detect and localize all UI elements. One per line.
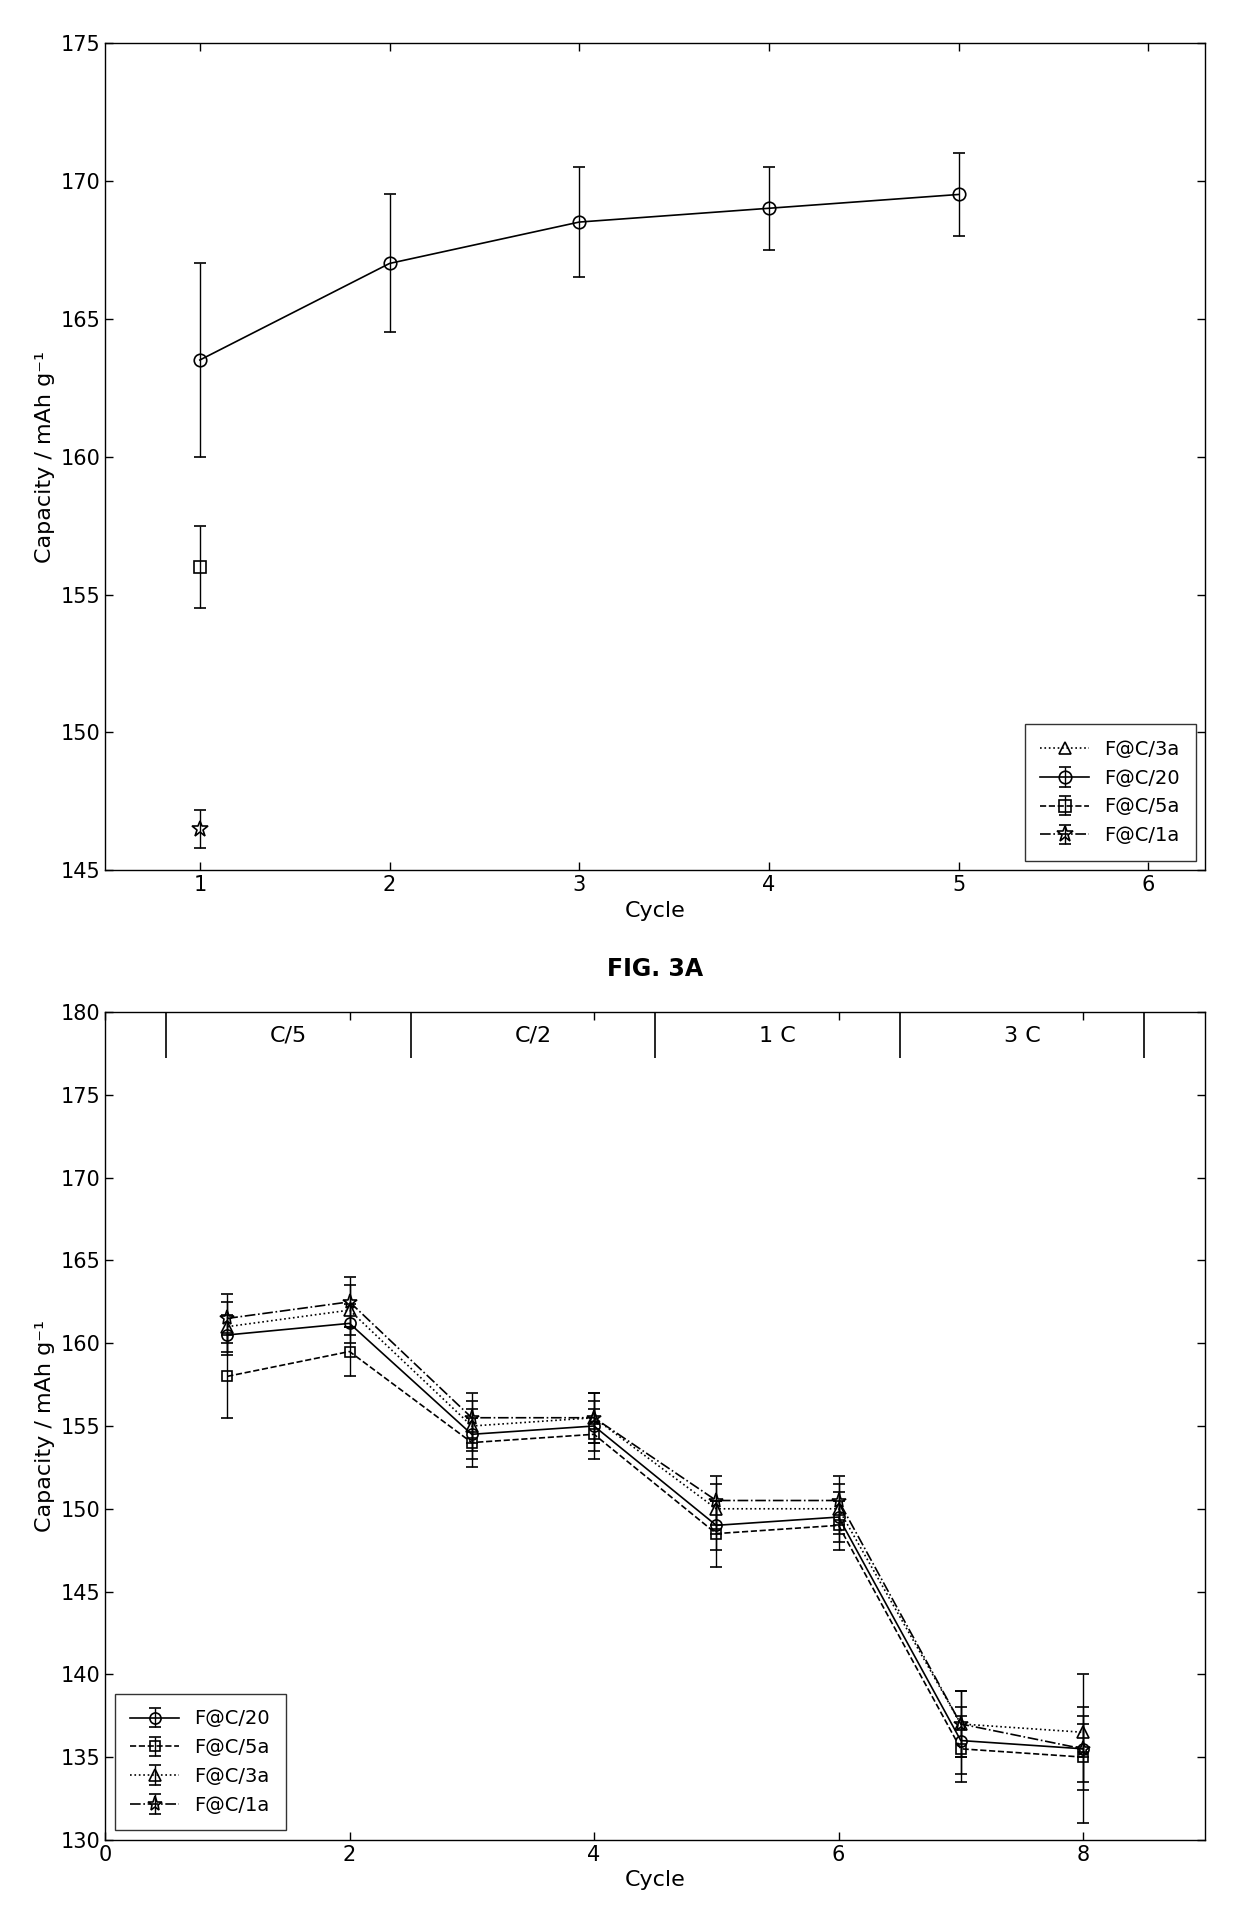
Y-axis label: Capacity / mAh g⁻¹: Capacity / mAh g⁻¹	[35, 1321, 55, 1532]
Text: 1 C: 1 C	[759, 1026, 796, 1045]
Text: C/2: C/2	[515, 1026, 552, 1045]
Y-axis label: Capacity / mAh g⁻¹: Capacity / mAh g⁻¹	[35, 350, 55, 562]
Text: 3 C: 3 C	[1003, 1026, 1040, 1045]
Legend: F@C/20, F@C/5a, F@C/3a, F@C/1a: F@C/20, F@C/5a, F@C/3a, F@C/1a	[115, 1694, 285, 1831]
X-axis label: Cycle: Cycle	[625, 1871, 686, 1890]
X-axis label: Cycle: Cycle	[625, 901, 686, 920]
Text: C/5: C/5	[270, 1026, 308, 1045]
Text: FIG. 3A: FIG. 3A	[608, 957, 703, 982]
Legend: F@C/3a, F@C/20, F@C/5a, F@C/1a: F@C/3a, F@C/20, F@C/5a, F@C/1a	[1024, 724, 1195, 860]
